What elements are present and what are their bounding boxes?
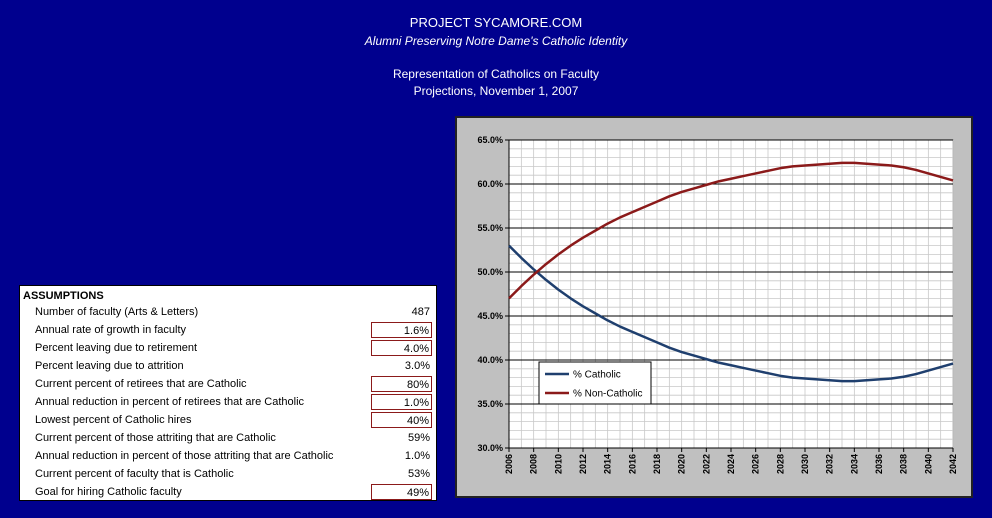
x-tick-label: 2010 (553, 454, 563, 474)
legend-label: % Non-Catholic (573, 389, 642, 400)
assumptions-title: ASSUMPTIONS (23, 290, 104, 302)
x-tick-label: 2026 (751, 454, 761, 474)
assumption-row: Annual rate of growth in faculty 1.6% (20, 322, 436, 340)
x-tick-label: 2040 (923, 454, 933, 474)
chart-panel: 30.0% 35.0% 40.0% 45.0% 50.0% 55.0% 60.0% 65.0%… (455, 116, 973, 498)
assumption-label: Current percent of those attriting that … (35, 432, 276, 444)
x-tick-label: 2034 (849, 454, 859, 474)
report-title: Representation of Catholics on Faculty (392, 67, 600, 81)
site-tagline: Alumni Preserving Notre Dame's Catholic … (364, 34, 628, 48)
assumption-value: 3.0% (404, 360, 430, 372)
line-chart: 30.0% 35.0% 40.0% 45.0% 50.0% 55.0% 60.0% 65.0%… (477, 135, 958, 474)
x-tick-label: 2016 (627, 454, 637, 474)
assumption-label: Lowest percent of Catholic hires (35, 414, 192, 426)
assumption-label: Annual reduction in percent of those att… (35, 450, 334, 462)
y-tick-label: 55.0% (477, 223, 503, 233)
x-tick-label: 2006 (504, 454, 514, 474)
assumption-label: Percent leaving due to retirement (35, 342, 198, 354)
x-tick-label: 2020 (677, 454, 687, 474)
x-tick-label: 2038 (899, 454, 909, 474)
y-tick-label: 60.0% (477, 179, 503, 189)
x-tick-label: 2024 (726, 454, 736, 474)
y-tick-label: 50.0% (477, 267, 503, 277)
x-tick-label: 2030 (800, 454, 810, 474)
site-title: PROJECT SYCAMORE.COM (409, 15, 583, 30)
y-tick-label: 65.0% (477, 135, 503, 145)
assumption-row: Current percent of faculty that is Catho… (20, 466, 436, 484)
assumption-value: 487 (411, 306, 430, 318)
assumption-label: Current percent of retirees that are Cat… (35, 378, 247, 390)
assumption-row: Annual reduction in percent of retirees … (20, 394, 436, 412)
assumption-value: 53% (407, 468, 430, 480)
y-tick-label: 45.0% (477, 311, 503, 321)
assumption-row: Percent leaving due to attrition 3.0% (20, 358, 436, 376)
assumption-label: Current percent of faculty that is Catho… (35, 468, 234, 480)
assumption-row: Percent leaving due to retirement 4.0% (20, 340, 436, 358)
assumption-label: Annual rate of growth in faculty (35, 324, 187, 336)
y-tick-label: 30.0% (477, 443, 503, 453)
assumption-input-value[interactable]: 1.6% (371, 322, 432, 338)
assumption-value: 1.0% (404, 450, 430, 462)
assumption-row: Lowest percent of Catholic hires 40% (20, 412, 436, 430)
assumptions-table: ASSUMPTIONS Number of faculty (Arts & Le… (19, 285, 437, 501)
assumption-label: Goal for hiring Catholic faculty (35, 486, 182, 498)
x-tick-label: 2008 (529, 454, 539, 474)
x-tick-label: 2014 (603, 454, 613, 474)
assumption-row: Current percent of those attriting that … (20, 430, 436, 448)
y-tick-label: 40.0% (477, 355, 503, 365)
x-tick-label: 2012 (578, 454, 588, 474)
assumption-label: Annual reduction in percent of retirees … (35, 396, 305, 408)
assumption-input-value[interactable]: 4.0% (371, 340, 432, 356)
x-tick-label: 2036 (874, 454, 884, 474)
assumption-label: Number of faculty (Arts & Letters) (35, 306, 199, 318)
assumption-row: Annual reduction in percent of those att… (20, 448, 436, 466)
legend-label: % Catholic (573, 370, 621, 381)
assumption-row: Goal for hiring Catholic faculty 49% (20, 484, 436, 502)
assumption-row: Current percent of retirees that are Cat… (20, 376, 436, 394)
series-line-0 (508, 244, 954, 383)
y-tick-label: 35.0% (477, 399, 503, 409)
report-subtitle: Projections, November 1, 2007 (413, 84, 579, 98)
assumption-input-value[interactable]: 49% (371, 484, 432, 500)
assumption-value: 59% (407, 432, 430, 444)
x-tick-label: 2022 (701, 454, 711, 474)
x-tick-label: 2018 (652, 454, 662, 474)
assumption-input-value[interactable]: 1.0% (371, 394, 432, 410)
x-tick-label: 2028 (775, 454, 785, 474)
series-line-1 (508, 161, 954, 300)
assumption-row: Number of faculty (Arts & Letters) 487 (20, 304, 436, 322)
legend (538, 361, 652, 405)
x-tick-label: 2042 (948, 454, 958, 474)
assumption-label: Percent leaving due to attrition (35, 360, 184, 372)
x-tick-label: 2032 (825, 454, 835, 474)
assumption-input-value[interactable]: 80% (371, 376, 432, 392)
assumption-input-value[interactable]: 40% (371, 412, 432, 428)
